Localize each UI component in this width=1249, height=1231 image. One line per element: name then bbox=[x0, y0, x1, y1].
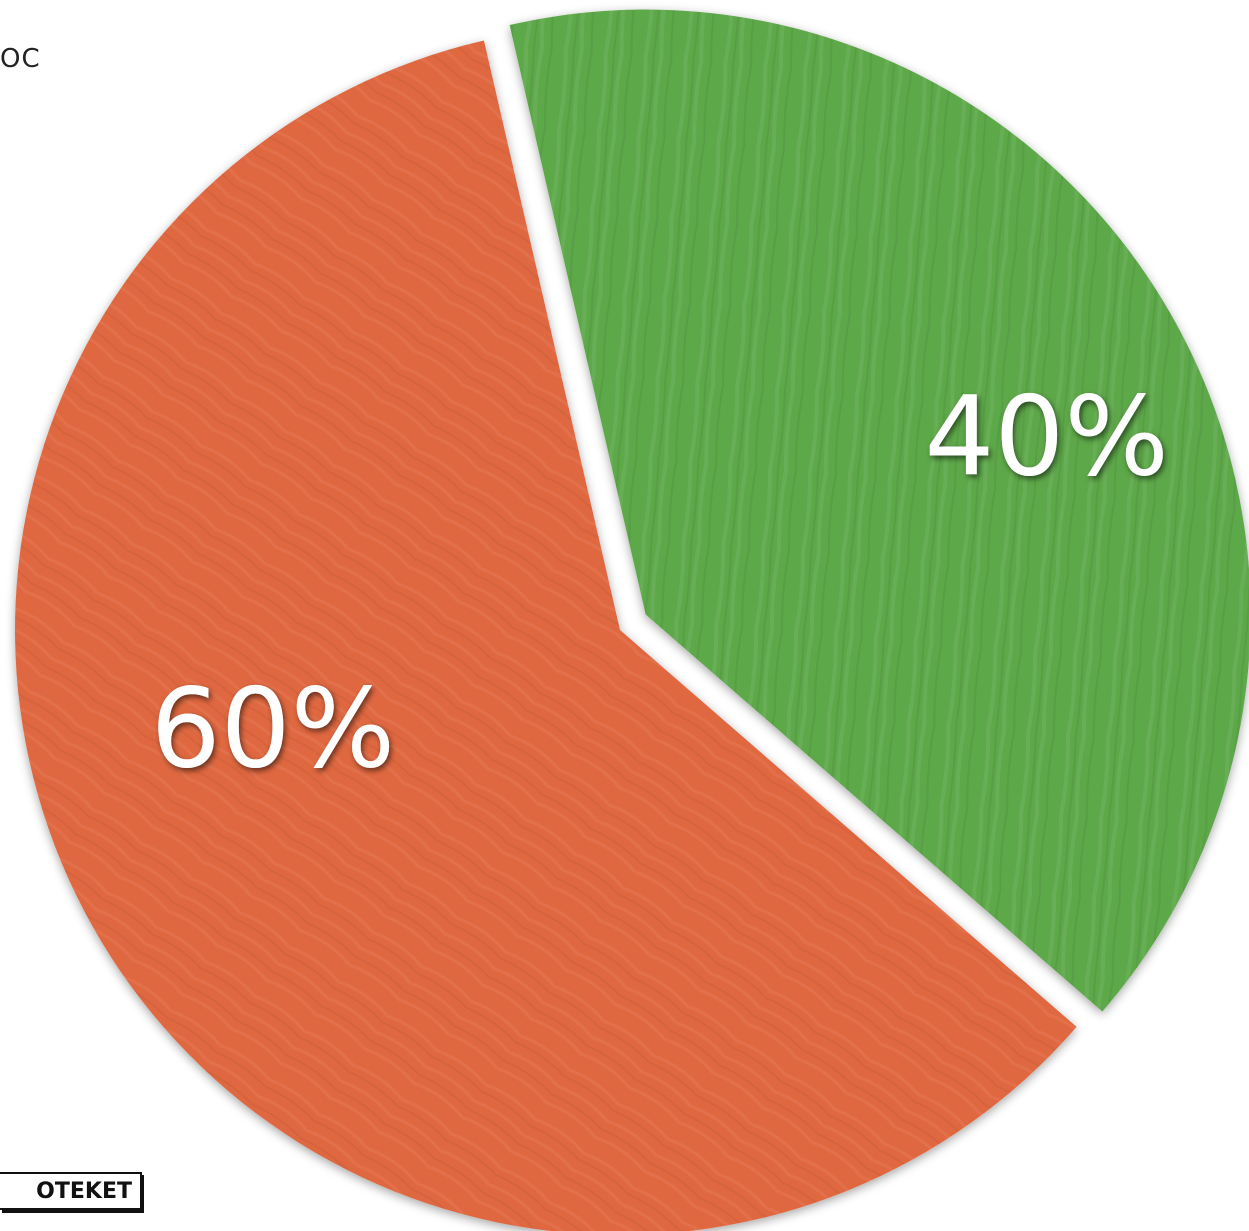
labels-layer: 40% 60% bbox=[151, 373, 1169, 793]
slice-label-60: 60% bbox=[151, 664, 396, 792]
pie-slice-texture-60 bbox=[15, 40, 1077, 1231]
watermark-logo: OTEKET bbox=[0, 1172, 142, 1210]
pie-slice-texture-40 bbox=[509, 9, 1249, 1012]
slices-layer bbox=[15, 9, 1249, 1231]
corner-text: OC bbox=[0, 44, 41, 74]
slice-label-40: 40% bbox=[924, 373, 1169, 501]
